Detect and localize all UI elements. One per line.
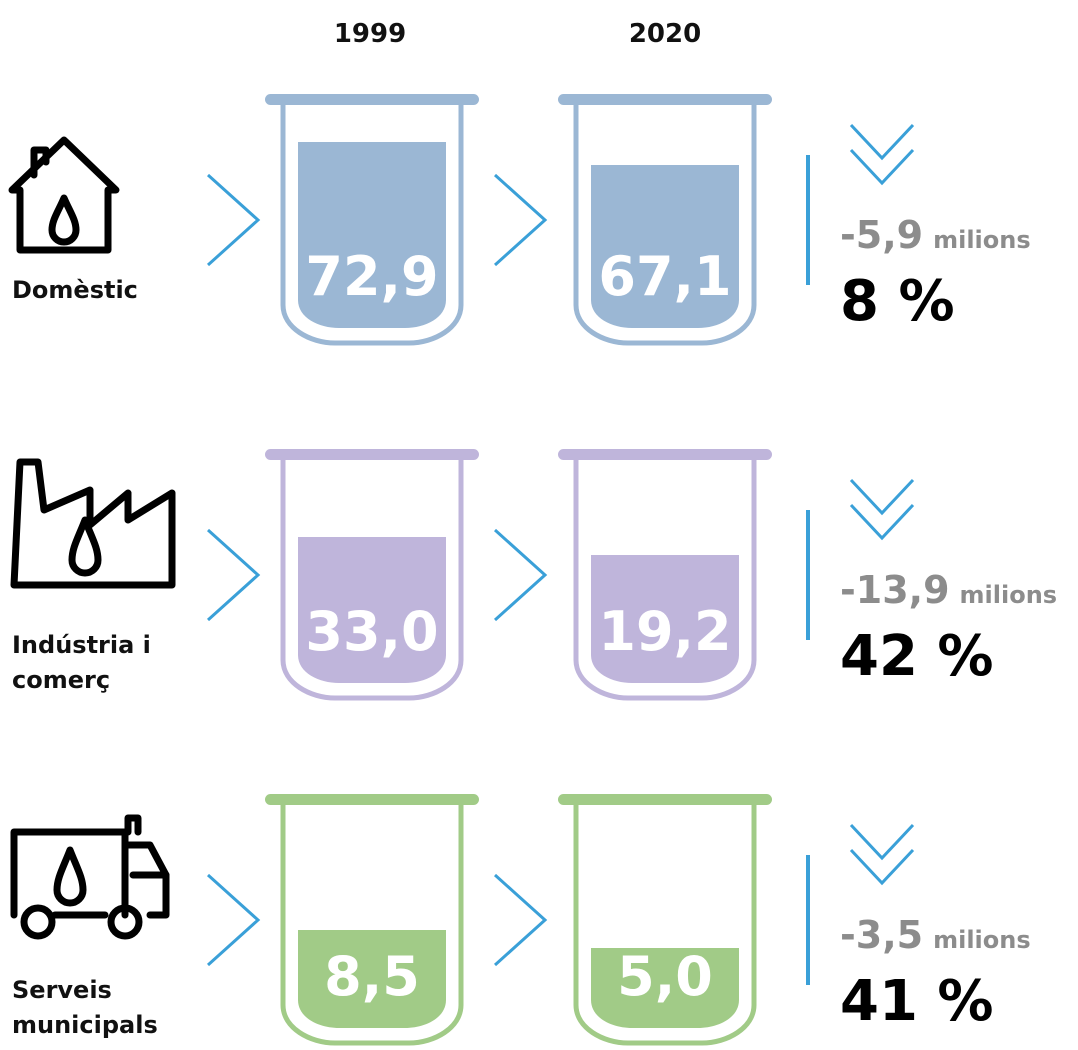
arrow-chevron (206, 873, 261, 967)
value-label: 72,9 (305, 245, 438, 308)
beaker-fill (591, 555, 739, 683)
change-text: -13,9 milions (840, 568, 1057, 612)
category-label: municipals (12, 1011, 158, 1039)
beaker-rim (265, 449, 479, 460)
category-label: comerç (12, 666, 110, 694)
year-label: 1999 (334, 19, 406, 49)
value-label: 5,0 (617, 945, 713, 1008)
divider (806, 155, 810, 285)
truck-icon (10, 814, 170, 940)
change-unit: milions (933, 226, 1031, 254)
percent-text: 8 % (840, 269, 955, 334)
divider (806, 855, 810, 985)
beaker-rim (265, 94, 479, 105)
change-unit: milions (960, 581, 1058, 609)
beaker-fill (298, 537, 446, 683)
beaker-body (280, 459, 464, 701)
arrow-chevron (493, 173, 548, 267)
percent-text: 42 % (840, 624, 994, 689)
value-label: 33,0 (305, 600, 438, 663)
value-label: 19,2 (598, 600, 731, 663)
arrow-chevron (493, 528, 548, 622)
value-label: 67,1 (598, 245, 731, 308)
change-unit: milions (933, 926, 1031, 954)
beaker-rim (558, 449, 772, 460)
beaker-body (573, 459, 757, 701)
category-label: Domèstic (12, 276, 138, 304)
change-text: -3,5 milions (840, 913, 1031, 957)
double-chevron (849, 123, 915, 186)
beaker-fill (591, 948, 739, 1028)
category-label: Indústria i (12, 631, 151, 659)
beaker-rim (265, 794, 479, 805)
year-label: 2020 (629, 19, 701, 49)
change-value: -5,9 (840, 213, 923, 257)
beaker-body (280, 804, 464, 1046)
beaker-body (573, 104, 757, 346)
beaker-body (280, 104, 464, 346)
percent-text: 41 % (840, 969, 994, 1034)
arrow-chevron (493, 873, 548, 967)
factory-icon (10, 458, 176, 589)
change-value: -13,9 (840, 568, 950, 612)
change-value: -3,5 (840, 913, 923, 957)
beaker-fill (298, 142, 446, 328)
change-text: -5,9 milions (840, 213, 1031, 257)
house-icon (8, 136, 120, 254)
value-label: 8,5 (324, 945, 420, 1008)
beaker-fill (298, 930, 446, 1028)
double-chevron (849, 823, 915, 886)
divider (806, 510, 810, 640)
category-label: Serveis (12, 976, 112, 1004)
double-chevron (849, 478, 915, 541)
beaker-fill (591, 165, 739, 328)
arrow-chevron (206, 528, 261, 622)
arrow-chevron (206, 173, 261, 267)
beaker-body (573, 804, 757, 1046)
beaker-rim (558, 94, 772, 105)
beaker-rim (558, 794, 772, 805)
